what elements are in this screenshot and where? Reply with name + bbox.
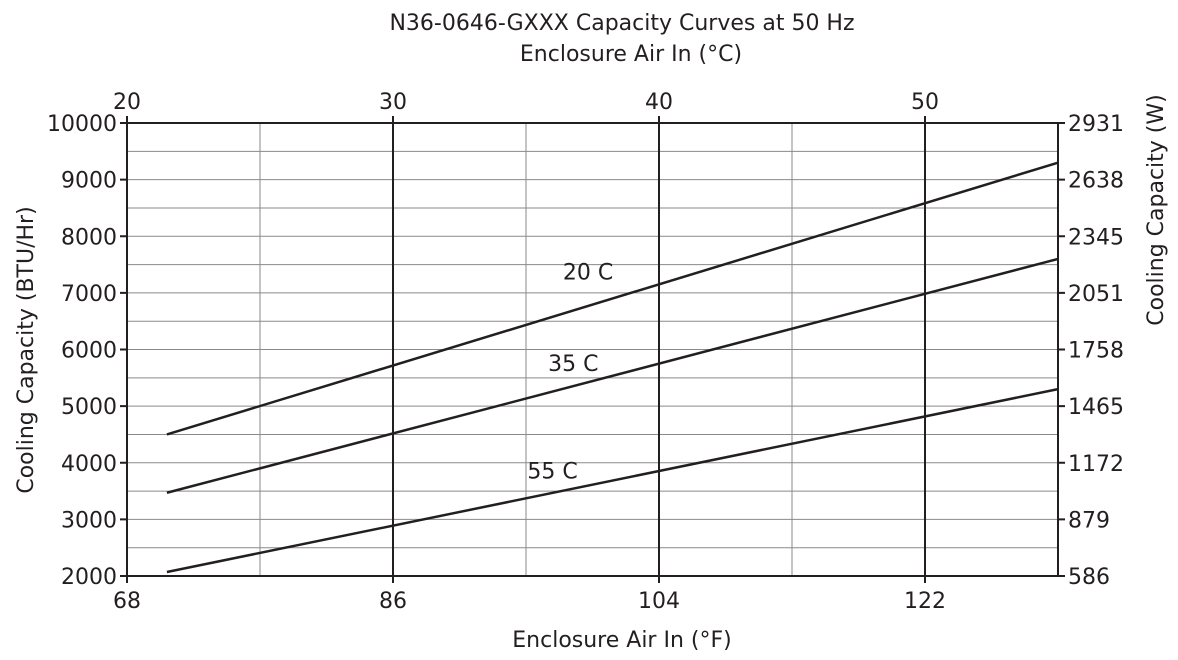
x-tick-label: 68 bbox=[113, 589, 141, 614]
right-y-tick-label: 2345 bbox=[1068, 225, 1124, 250]
y-tick-label: 3000 bbox=[61, 508, 117, 533]
series-line bbox=[166, 161, 1059, 436]
top-x-axis-label: Enclosure Air In (°C) bbox=[520, 42, 742, 67]
y-tick-label: 10000 bbox=[47, 112, 117, 137]
y-tick-label: 4000 bbox=[61, 452, 117, 477]
series-line bbox=[166, 387, 1059, 574]
series-line bbox=[166, 257, 1059, 494]
x-tick-label: 86 bbox=[379, 589, 407, 614]
y-tick-label: 7000 bbox=[61, 282, 117, 307]
top-x-tick-label: 30 bbox=[379, 90, 407, 115]
curve-label: 20 C bbox=[563, 260, 613, 285]
x-tick-label: 122 bbox=[904, 589, 946, 614]
x-tick-label: 104 bbox=[638, 589, 680, 614]
curve-label: 55 C bbox=[527, 460, 577, 485]
gridlines bbox=[127, 123, 1058, 576]
right-y-tick-label: 2931 bbox=[1068, 112, 1124, 137]
series-lines bbox=[166, 161, 1059, 574]
y-tick-label: 8000 bbox=[61, 225, 117, 250]
curve-label: 35 C bbox=[548, 352, 598, 377]
curve-labels: 20 C 35 C 55 C bbox=[527, 260, 613, 484]
right-y-tick-label: 1465 bbox=[1068, 395, 1124, 420]
top-x-tick-label: 40 bbox=[645, 90, 673, 115]
right-y-tick-label: 1758 bbox=[1068, 339, 1124, 364]
right-y-tick-label: 2638 bbox=[1068, 169, 1124, 194]
tick-labels: 2000 586 3000 879 4000 1172 5000 1465 6000 1758 70… bbox=[47, 90, 1124, 614]
right-y-tick-label: 879 bbox=[1068, 508, 1110, 533]
right-y-tick-label: 2051 bbox=[1068, 282, 1124, 307]
top-x-tick-label: 50 bbox=[911, 90, 939, 115]
y-tick-label: 5000 bbox=[61, 395, 117, 420]
chart-title: N36-0646-GXXX Capacity Curves at 50 Hz bbox=[389, 11, 854, 36]
tick-marks bbox=[120, 116, 1065, 583]
top-x-tick-label: 20 bbox=[113, 90, 141, 115]
y-tick-label: 2000 bbox=[61, 565, 117, 590]
right-y-tick-label: 1172 bbox=[1068, 452, 1124, 477]
x-axis-label: Enclosure Air In (°F) bbox=[512, 628, 731, 653]
y-axis-label: Cooling Capacity (BTU/Hr) bbox=[14, 206, 39, 493]
y-tick-label: 9000 bbox=[61, 169, 117, 194]
right-y-tick-label: 586 bbox=[1068, 565, 1110, 590]
y-tick-label: 6000 bbox=[61, 339, 117, 364]
right-y-axis-label: Cooling Capacity (W) bbox=[1144, 94, 1169, 325]
